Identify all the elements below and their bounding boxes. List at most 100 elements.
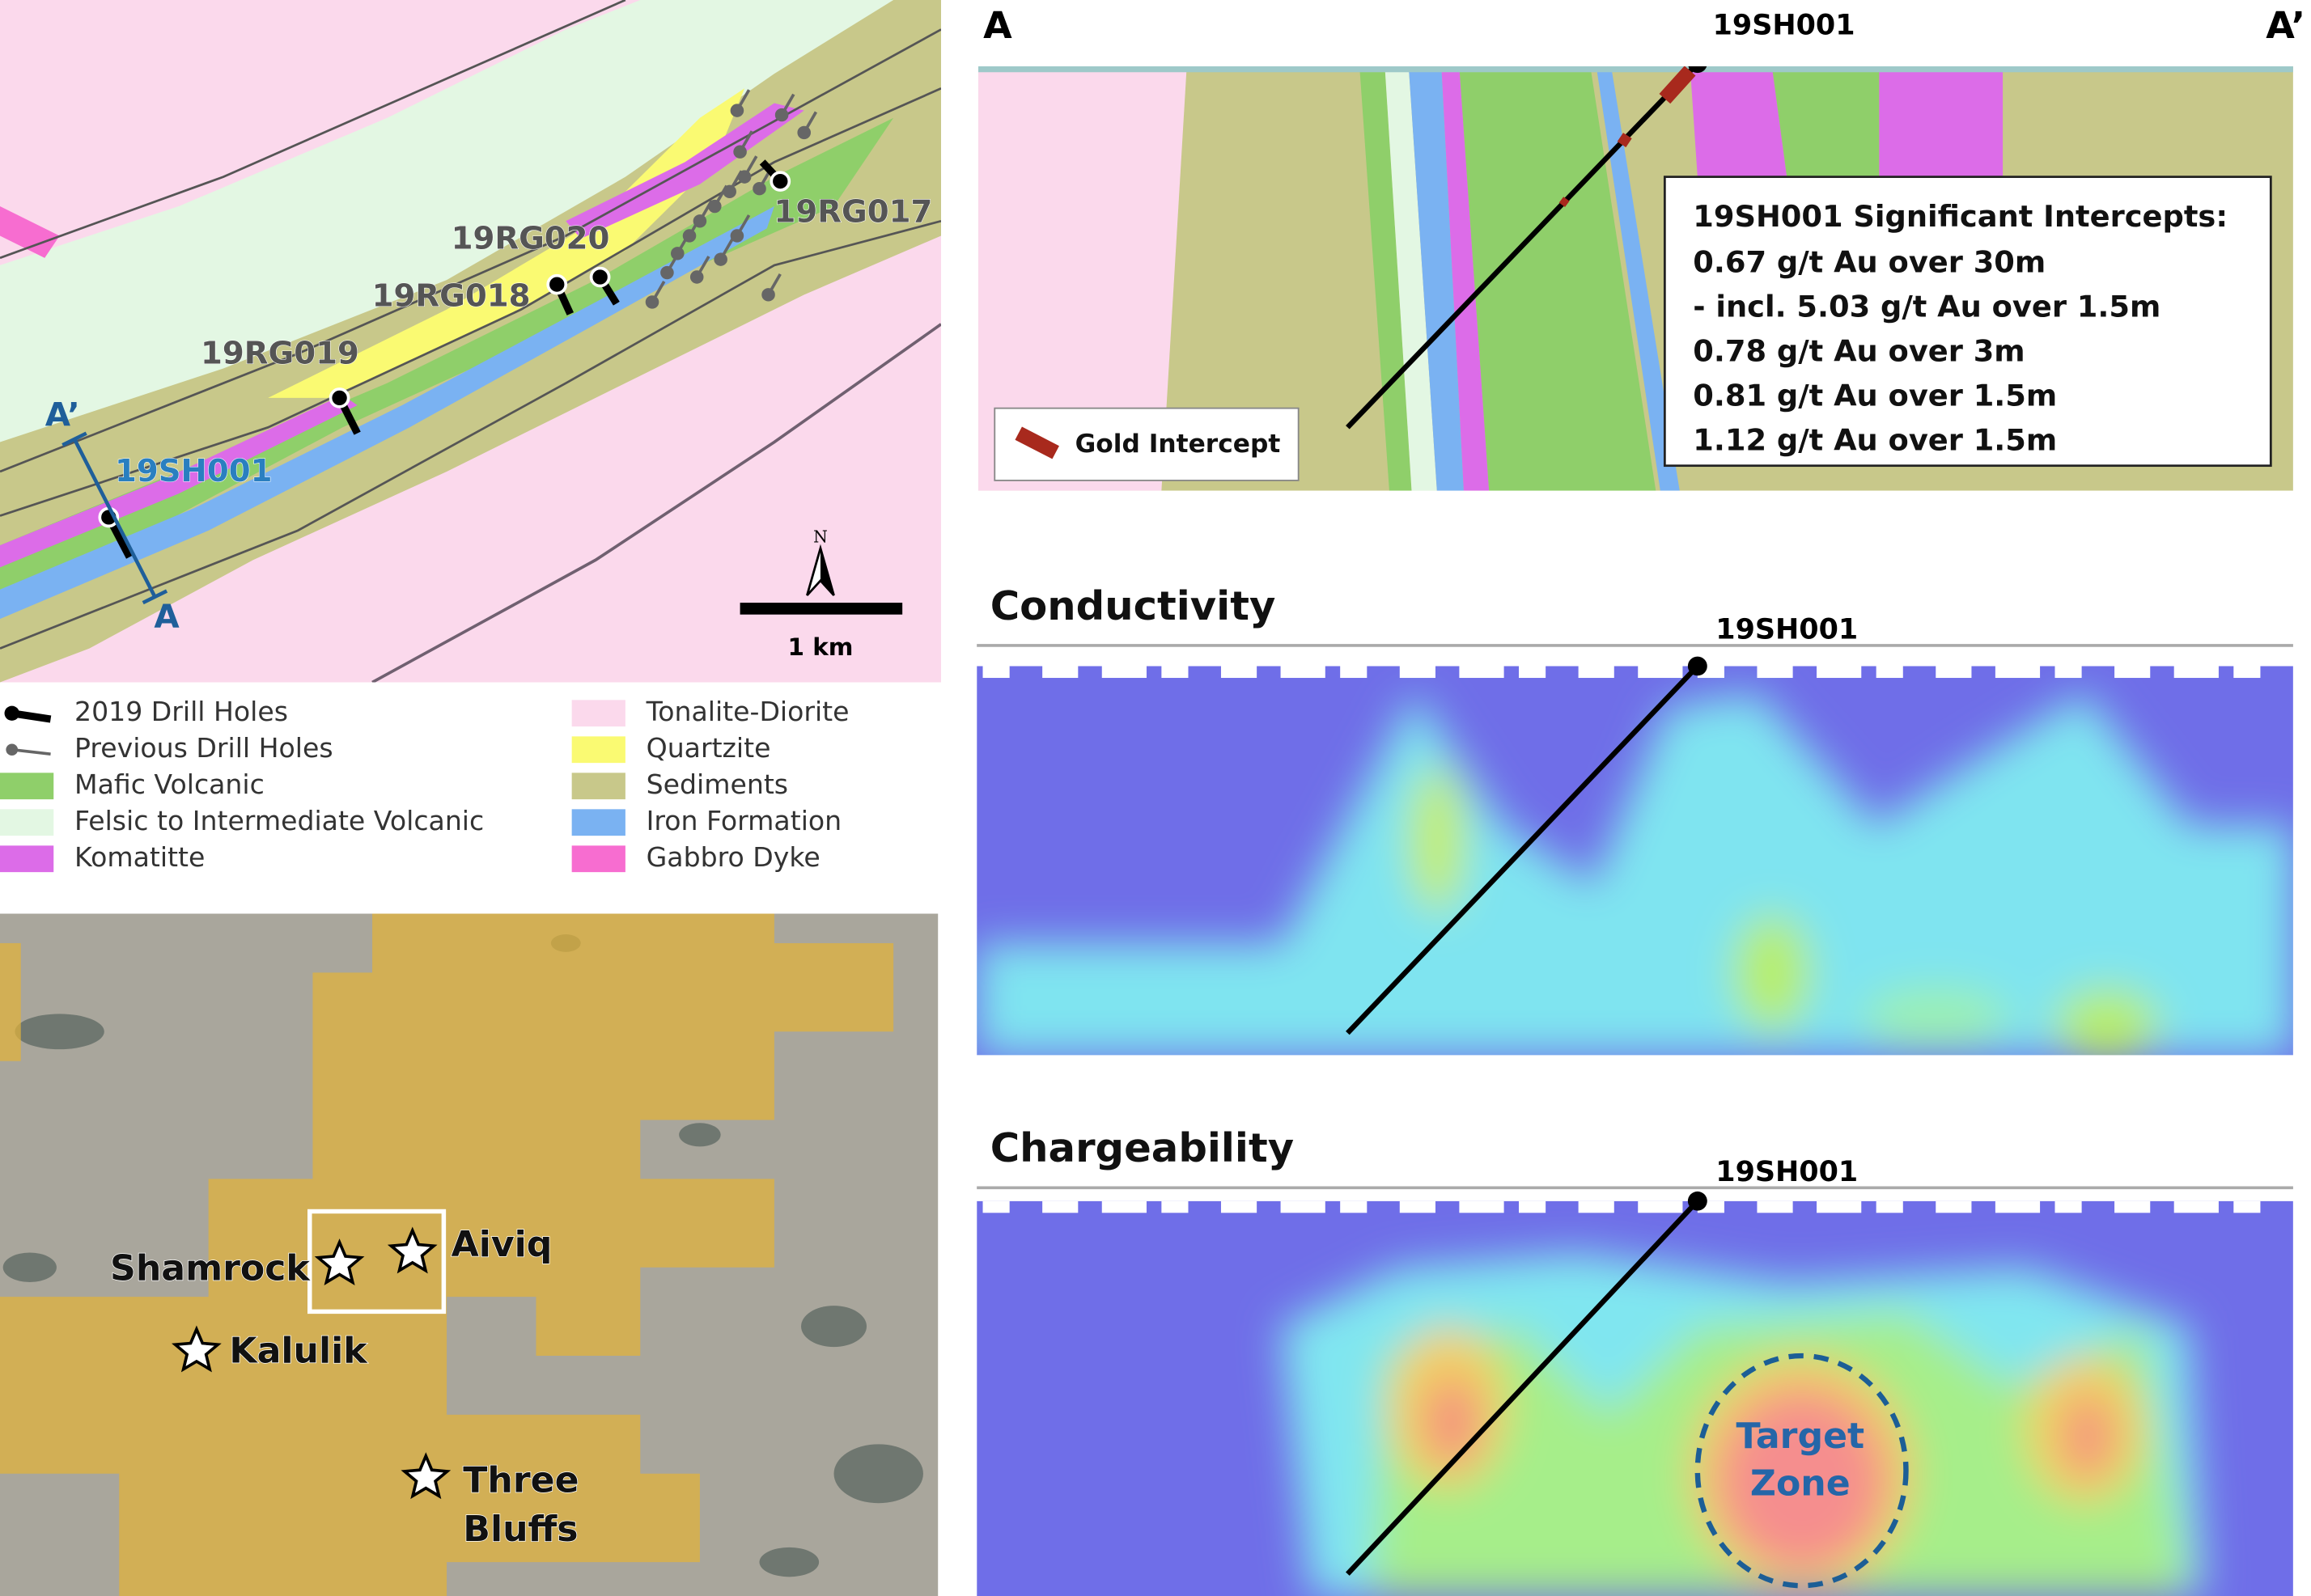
geology-unit — [1408, 66, 1464, 491]
section-end-label: A — [154, 599, 179, 636]
legend-swatch — [571, 736, 625, 764]
previous-drill-collar — [733, 145, 747, 159]
intercept-line: - incl. 5.03 g/t Au over 1.5m — [1693, 290, 2160, 324]
target-label: Target — [1736, 1416, 1864, 1457]
section-end-label: A’ — [2266, 4, 2305, 47]
contact — [0, 28, 942, 473]
drill-hole-label: 19SH001 — [115, 453, 273, 489]
scale-bar — [740, 603, 903, 615]
anomaly — [2054, 987, 2160, 1056]
surface-gap — [1459, 1200, 1504, 1213]
anomaly — [1410, 766, 1464, 914]
intercept-box — [1663, 176, 2272, 468]
site-star — [314, 1238, 365, 1285]
surface-gap — [1220, 1200, 1257, 1213]
legend-symbol — [6, 743, 19, 756]
legend-symbol — [1015, 426, 1059, 459]
drill-collar — [1688, 66, 1707, 74]
hole-label: 19SH001 — [1715, 1156, 1858, 1188]
legend-label: Sediments — [647, 768, 788, 800]
surface-gap — [1876, 666, 1903, 679]
mafic-band — [0, 117, 894, 620]
legend: 2019 Drill Holes Previous Drill Holes Mafi… — [0, 696, 850, 873]
gold-intercept — [1617, 133, 1632, 148]
surface-gap — [1578, 666, 1614, 679]
model-anomalies — [1280, 1252, 2204, 1596]
legend-label: Iron Formation — [647, 805, 842, 836]
geology-unit — [1459, 66, 1656, 491]
claim-area — [0, 913, 894, 1596]
surface-gap — [1936, 666, 1972, 679]
geology-unit — [1441, 66, 1490, 491]
tonalite-unit — [978, 66, 1187, 491]
drill-trace — [1346, 66, 1698, 430]
gold-intercept — [1558, 197, 1570, 207]
drill-hole-label: 19RG019 — [201, 336, 359, 372]
legend-swatch — [571, 845, 625, 873]
previous-drill-collar — [737, 170, 752, 184]
intercept-line: 0.81 g/t Au over 1.5m — [1693, 379, 2057, 413]
drill-collar — [1687, 1191, 1707, 1211]
geology-unit — [1690, 66, 1787, 177]
surface-gap — [1876, 1200, 1903, 1213]
previous-drill-collar — [708, 199, 722, 214]
geology-unit — [1879, 66, 2004, 177]
drill-trace — [1346, 1200, 1700, 1576]
intercept-title: 19SH001 Significant Intercepts: — [1693, 199, 2228, 234]
gold-intercept — [1659, 66, 1696, 104]
surface-gap — [1220, 666, 1257, 679]
surface-gap — [2054, 666, 2082, 679]
surface-gap — [982, 666, 1010, 679]
anomaly — [1861, 987, 2011, 1047]
legend-label: Gabbro Dyke — [647, 841, 821, 873]
location-map: Shamrock Aiviq Kalulik Three Bluffs — [0, 913, 939, 1596]
surface-gap — [1161, 666, 1189, 679]
geology-unit — [1771, 66, 1880, 177]
legend-label: Tonalite-Diorite — [646, 696, 850, 727]
drill-hole-collar — [770, 171, 791, 192]
surface-gap — [1340, 666, 1368, 679]
legend-label: Felsic to Intermediate Volcanic — [74, 805, 484, 836]
chargeability-panel — [977, 1200, 2293, 1596]
legend-swatch — [571, 773, 625, 800]
surface-gap — [2173, 666, 2219, 679]
scale-bar-label: 1 km — [787, 633, 853, 661]
north-label: N — [813, 527, 828, 547]
drill-hole-label: 19RG017 — [774, 194, 933, 231]
surface-gap — [1340, 1200, 1368, 1213]
surface-gap — [1519, 666, 1546, 679]
geology-unit — [1596, 66, 1680, 491]
surface-gap — [2054, 1200, 2082, 1213]
lake — [759, 1547, 820, 1577]
legend-swatch — [571, 809, 625, 836]
surface-gap — [1817, 1200, 1862, 1213]
section-tick — [142, 589, 168, 605]
surface-gap — [1399, 1200, 1435, 1213]
previous-drill-collar — [689, 270, 704, 284]
legend-swatch — [0, 809, 54, 836]
legend-label: Gold Intercept — [1075, 430, 1281, 459]
legend-label: Mafic Volcanic — [74, 768, 265, 800]
site-label: Bluffs — [463, 1509, 578, 1550]
section-end-label: A’ — [45, 397, 80, 434]
surface-gap — [1519, 1200, 1546, 1213]
previous-drill-collar — [645, 295, 659, 309]
intercept-line: 0.78 g/t Au over 3m — [1693, 334, 2025, 369]
surface-gap — [1757, 1200, 1793, 1213]
model-anomalies — [977, 692, 2293, 1056]
surface-gap — [1101, 1200, 1147, 1213]
surface-gap — [1638, 666, 1683, 679]
lake — [679, 1123, 721, 1147]
legend-symbol — [4, 705, 19, 721]
drill-hole-collar — [589, 266, 611, 288]
surface-gap — [1042, 666, 1079, 679]
surface-gap — [2114, 666, 2151, 679]
section-tick — [61, 431, 87, 447]
site-star — [401, 1452, 452, 1500]
site-star — [387, 1226, 438, 1274]
surface-gap — [982, 1200, 1010, 1213]
surface-gap — [2114, 1200, 2151, 1213]
previous-drill-collar — [761, 288, 775, 302]
lake — [801, 1306, 867, 1348]
